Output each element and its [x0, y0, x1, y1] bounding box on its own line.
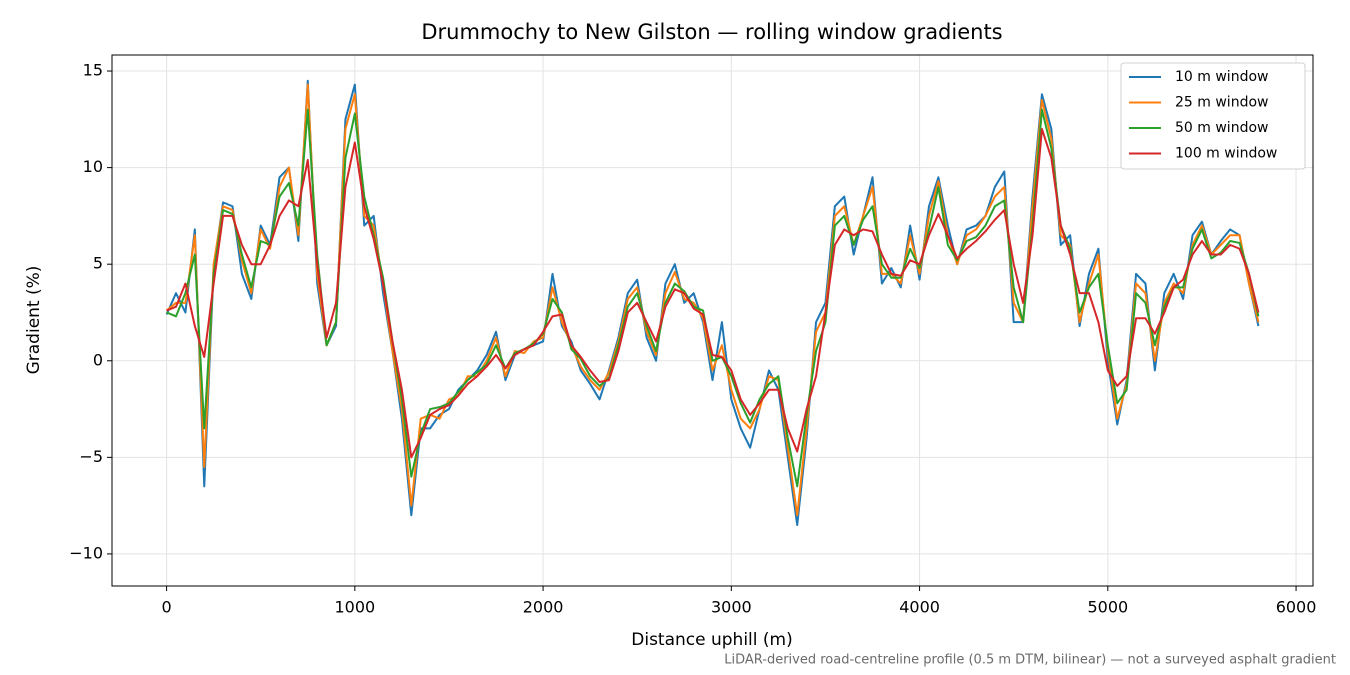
series-line: [165, 83, 1260, 517]
series-line: [166, 108, 1260, 488]
x-tick-label: 6000: [1276, 598, 1317, 617]
legend: 10 m window 25 m window 50 m window 100 m w…: [1120, 62, 1306, 170]
legend-label: 10 m window: [1175, 69, 1268, 85]
y-tick-label: 15: [83, 61, 103, 80]
x-tick-label: 3000: [711, 598, 752, 617]
y-tick-label: 5: [93, 254, 103, 273]
chart-title: Drummochy to New Gilston — rolling windo…: [421, 20, 1002, 44]
x-axis-label: Distance uphill (m): [631, 630, 792, 650]
legend-label: 50 m window: [1175, 120, 1268, 136]
x-tick-label: 2000: [523, 598, 564, 617]
y-tick-label: 10: [83, 157, 103, 176]
y-axis-label: Gradient (%): [24, 266, 44, 375]
x-tick-label: 5000: [1087, 598, 1128, 617]
y-tick-label: −10: [69, 543, 103, 562]
footnote: LiDAR-derived road-centreline profile (0…: [724, 653, 1336, 668]
y-tick-label: −5: [79, 447, 103, 466]
legend-label: 100 m window: [1175, 146, 1277, 162]
x-tick-label: 1000: [334, 598, 375, 617]
legend-label: 25 m window: [1175, 95, 1268, 111]
series-line: [166, 127, 1260, 459]
y-tick-label: 0: [93, 350, 103, 369]
x-tick-label: 4000: [899, 598, 940, 617]
series-line: [165, 79, 1260, 526]
x-tick-label: 0: [161, 598, 171, 617]
legend-box: [1120, 62, 1306, 170]
plot-frame: [111, 54, 1314, 587]
